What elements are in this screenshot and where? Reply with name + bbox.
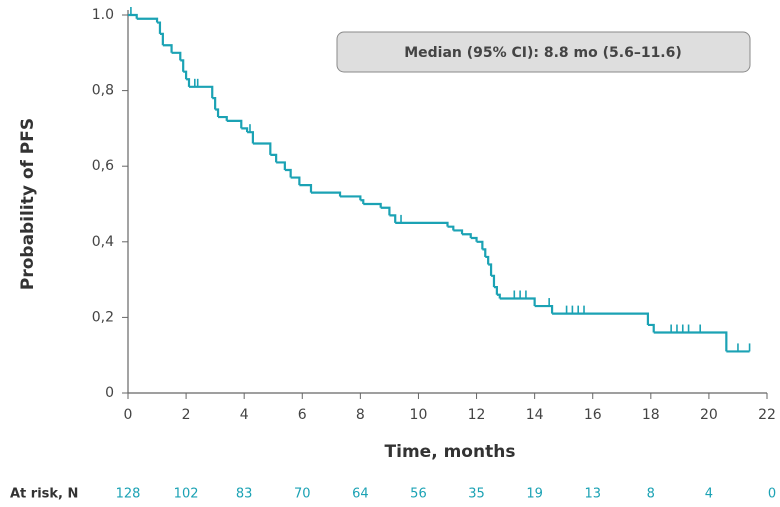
survival-step — [310, 191, 342, 197]
survival-step — [241, 127, 249, 133]
at-risk-value: 13 — [584, 487, 601, 502]
survival-step — [215, 108, 220, 118]
survival-step — [212, 97, 217, 110]
x-tick-label: 10 — [410, 407, 428, 423]
survival-step — [157, 21, 162, 34]
survival-step — [276, 161, 286, 170]
survival-step — [496, 293, 501, 299]
survival-step — [247, 131, 254, 144]
survival-step — [493, 286, 498, 295]
at-risk-value: 70 — [294, 487, 311, 502]
survival-step — [226, 119, 243, 129]
survival-step — [252, 142, 272, 155]
at-risk-label: At risk, N — [10, 487, 78, 502]
survival-step — [136, 17, 159, 23]
survival-step — [159, 32, 164, 46]
survival-step — [180, 59, 185, 72]
survival-step — [552, 312, 650, 325]
x-axis-title: Time, months — [385, 442, 516, 462]
y-axis-title: Probability of PFS — [18, 118, 38, 290]
survival-step — [499, 297, 536, 307]
survival-step — [284, 168, 292, 178]
survival-step — [447, 225, 455, 231]
survival-step — [491, 274, 496, 288]
x-tick-label: 22 — [758, 407, 776, 423]
x-tick-label: 16 — [584, 407, 602, 423]
at-risk-value: 35 — [468, 487, 485, 502]
y-tick-label: 0,6 — [92, 158, 114, 174]
survival-step — [453, 229, 464, 235]
at-risk-value: 4 — [705, 487, 713, 502]
survival-step — [218, 115, 228, 121]
y-tick-label: 0,8 — [92, 83, 114, 99]
x-tick-label: 12 — [468, 407, 486, 423]
survival-step — [485, 255, 490, 265]
y-tick-label: 0,2 — [92, 309, 114, 325]
survival-step — [470, 236, 478, 242]
survival-step — [395, 221, 449, 227]
survival-step — [162, 44, 173, 53]
survival-step — [653, 331, 728, 352]
at-risk-value: 128 — [116, 487, 141, 502]
at-risk-value: 19 — [526, 487, 543, 502]
x-tick-label: 20 — [700, 407, 718, 423]
at-risk-value: 8 — [647, 487, 655, 502]
x-tick-label: 18 — [642, 407, 660, 423]
survival-step — [476, 240, 484, 250]
annotation: Median (95% CI): 8.8 mo (5.6–11.6) — [404, 45, 682, 61]
at-risk-value: 0 — [768, 487, 776, 502]
x-tick-label: 14 — [526, 407, 544, 423]
survival-step — [340, 195, 362, 201]
survival-step — [171, 51, 182, 61]
survival-step — [389, 214, 397, 223]
x-tick-label: 8 — [356, 407, 365, 423]
survival-step — [488, 263, 493, 276]
at-risk-value: 56 — [410, 487, 427, 502]
at-risk-value: 102 — [174, 487, 199, 502]
at-risk-value: 83 — [236, 487, 253, 502]
survival-step — [363, 202, 382, 208]
x-tick-label: 4 — [240, 407, 249, 423]
survival-step — [462, 233, 472, 239]
x-tick-label: 2 — [182, 407, 191, 423]
survival-step — [183, 70, 188, 80]
survival-step — [188, 85, 214, 99]
survival-step — [299, 184, 313, 193]
survival-step — [128, 13, 138, 19]
annotation-box — [336, 31, 751, 73]
survival-step — [290, 176, 301, 186]
x-tick-label: 6 — [298, 407, 307, 423]
survival-step — [186, 78, 191, 87]
survival-step — [647, 323, 655, 333]
x-tick-label: 0 — [124, 407, 133, 423]
y-tick-label: 1.0 — [92, 7, 114, 23]
survival-step — [270, 153, 278, 163]
y-tick-label: 0,4 — [92, 234, 114, 250]
survival-step — [534, 304, 554, 314]
survival-step — [360, 199, 365, 204]
y-tick-label: 0 — [105, 385, 114, 401]
survival-step — [380, 206, 391, 216]
at-risk-value: 64 — [352, 487, 369, 502]
